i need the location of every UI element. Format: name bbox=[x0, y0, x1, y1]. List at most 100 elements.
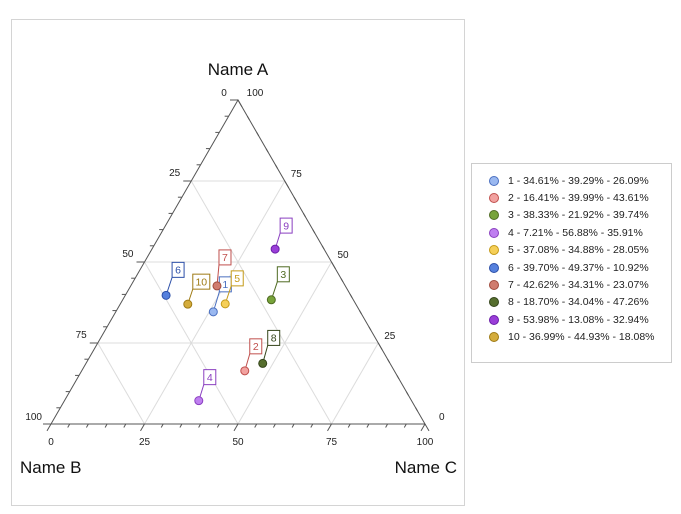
tick-mark bbox=[331, 261, 336, 270]
legend-item: 9 - 53.98% - 13.08% - 32.94% bbox=[472, 311, 671, 328]
point-label: 5 bbox=[234, 273, 240, 285]
tick-mark bbox=[327, 423, 332, 432]
point-label: 8 bbox=[271, 333, 277, 345]
tick-mark bbox=[347, 423, 351, 428]
point-label: 1 bbox=[222, 279, 228, 291]
tick-mark bbox=[321, 245, 325, 250]
data-point[interactable] bbox=[212, 281, 222, 291]
legend-item: 1 - 34.61% - 39.29% - 26.09% bbox=[472, 172, 671, 189]
tick-mark bbox=[272, 423, 276, 428]
tick-label: 50 bbox=[232, 437, 244, 448]
point-label: 6 bbox=[175, 265, 181, 277]
legend-item: 7 - 42.62% - 34.31% - 23.07% bbox=[472, 276, 671, 293]
tick-label: 50 bbox=[338, 250, 350, 261]
tick-label: 25 bbox=[384, 331, 396, 342]
legend-label: 1 - 34.61% - 39.29% - 26.09% bbox=[508, 174, 649, 187]
tick-mark bbox=[198, 423, 202, 428]
callout-box bbox=[249, 338, 263, 355]
tick-mark bbox=[254, 423, 258, 428]
legend-label: 2 - 16.41% - 39.99% - 43.61% bbox=[508, 192, 649, 205]
tick-mark bbox=[67, 423, 71, 428]
legend-swatch bbox=[489, 262, 499, 273]
tick-label: 75 bbox=[76, 330, 88, 341]
tick-mark bbox=[216, 423, 220, 428]
tick-mark bbox=[140, 423, 145, 432]
tick-mark bbox=[349, 294, 353, 299]
tick-mark bbox=[237, 99, 243, 108]
callout-box bbox=[267, 329, 281, 346]
tick-label: 100 bbox=[247, 88, 264, 99]
legend-label: 9 - 53.98% - 13.08% - 32.94% bbox=[508, 313, 649, 326]
point-label: 4 bbox=[207, 372, 213, 384]
data-point[interactable] bbox=[220, 299, 230, 309]
tick-mark bbox=[377, 342, 383, 351]
legend-swatch bbox=[489, 175, 499, 186]
legend-label: 6 - 39.70% - 49.37% - 10.92% bbox=[508, 261, 649, 274]
point-label: 9 bbox=[283, 220, 289, 232]
axis-title-c: Name C bbox=[395, 458, 457, 477]
tick-label: 0 bbox=[48, 437, 54, 448]
legend-item: 4 - 7.21% - 56.88% - 35.91% bbox=[472, 224, 671, 241]
axis-title-b: Name B bbox=[20, 458, 81, 477]
tick-label: 0 bbox=[439, 412, 445, 423]
tick-mark bbox=[179, 423, 183, 428]
point-label: 10 bbox=[195, 276, 207, 288]
point-label: 2 bbox=[253, 341, 259, 353]
tick-mark bbox=[46, 423, 52, 432]
callout-box bbox=[218, 249, 232, 266]
data-point[interactable] bbox=[194, 396, 204, 406]
legend-label: 10 - 36.99% - 44.93% - 18.08% bbox=[508, 331, 655, 344]
callout-box bbox=[203, 369, 217, 386]
data-point[interactable] bbox=[258, 358, 268, 368]
tick-mark bbox=[284, 180, 290, 189]
legend-label: 8 - 18.70% - 34.04% - 47.26% bbox=[508, 296, 649, 309]
tick-label: 50 bbox=[122, 249, 134, 260]
data-points bbox=[161, 244, 280, 406]
legend-label: 7 - 42.62% - 34.31% - 23.07% bbox=[508, 279, 649, 292]
tick-mark bbox=[233, 423, 239, 432]
tick-mark bbox=[104, 423, 108, 428]
point-label: 3 bbox=[280, 269, 286, 281]
tick-mark bbox=[123, 423, 127, 428]
tick-mark bbox=[424, 423, 430, 432]
tick-mark bbox=[303, 213, 306, 218]
point-label: 7 bbox=[222, 252, 228, 264]
tick-label: 75 bbox=[291, 169, 303, 180]
callout-box bbox=[230, 270, 244, 287]
data-point[interactable] bbox=[240, 366, 250, 376]
point-callouts: 1 2 3 4 5 6 7 8 9 10 bbox=[165, 217, 293, 401]
grid-lines bbox=[97, 180, 379, 425]
legend-item: 6 - 39.70% - 49.37% - 10.92% bbox=[472, 259, 671, 276]
tick-mark bbox=[274, 164, 278, 169]
legend-swatch bbox=[489, 193, 499, 204]
legend-swatch bbox=[489, 280, 499, 291]
tick-label: 0 bbox=[221, 88, 227, 99]
tick-mark bbox=[160, 423, 164, 428]
legend-item: 5 - 37.08% - 34.88% - 28.05% bbox=[472, 242, 671, 259]
tick-mark bbox=[415, 407, 419, 412]
tick-mark bbox=[340, 277, 344, 282]
data-point[interactable] bbox=[183, 299, 193, 309]
data-point[interactable] bbox=[161, 290, 171, 300]
tick-mark bbox=[368, 326, 372, 331]
tick-mark bbox=[366, 423, 370, 428]
grid-line bbox=[144, 261, 239, 425]
tick-mark bbox=[387, 358, 391, 363]
grid-line bbox=[144, 180, 286, 425]
tick-mark bbox=[396, 375, 400, 380]
data-point[interactable] bbox=[266, 295, 276, 305]
tick-label: 100 bbox=[417, 437, 434, 448]
legend-swatch bbox=[489, 332, 499, 343]
data-point[interactable] bbox=[208, 307, 218, 317]
callout-box bbox=[279, 217, 293, 234]
legend-swatch bbox=[489, 297, 499, 308]
tick-mark bbox=[85, 423, 89, 428]
legend-label: 3 - 38.33% - 21.92% - 39.74% bbox=[508, 209, 649, 222]
tick-mark bbox=[420, 423, 426, 432]
tick-mark bbox=[405, 391, 409, 396]
tick-label: 75 bbox=[326, 437, 338, 448]
grid-line bbox=[237, 261, 332, 425]
data-point[interactable] bbox=[270, 244, 280, 254]
